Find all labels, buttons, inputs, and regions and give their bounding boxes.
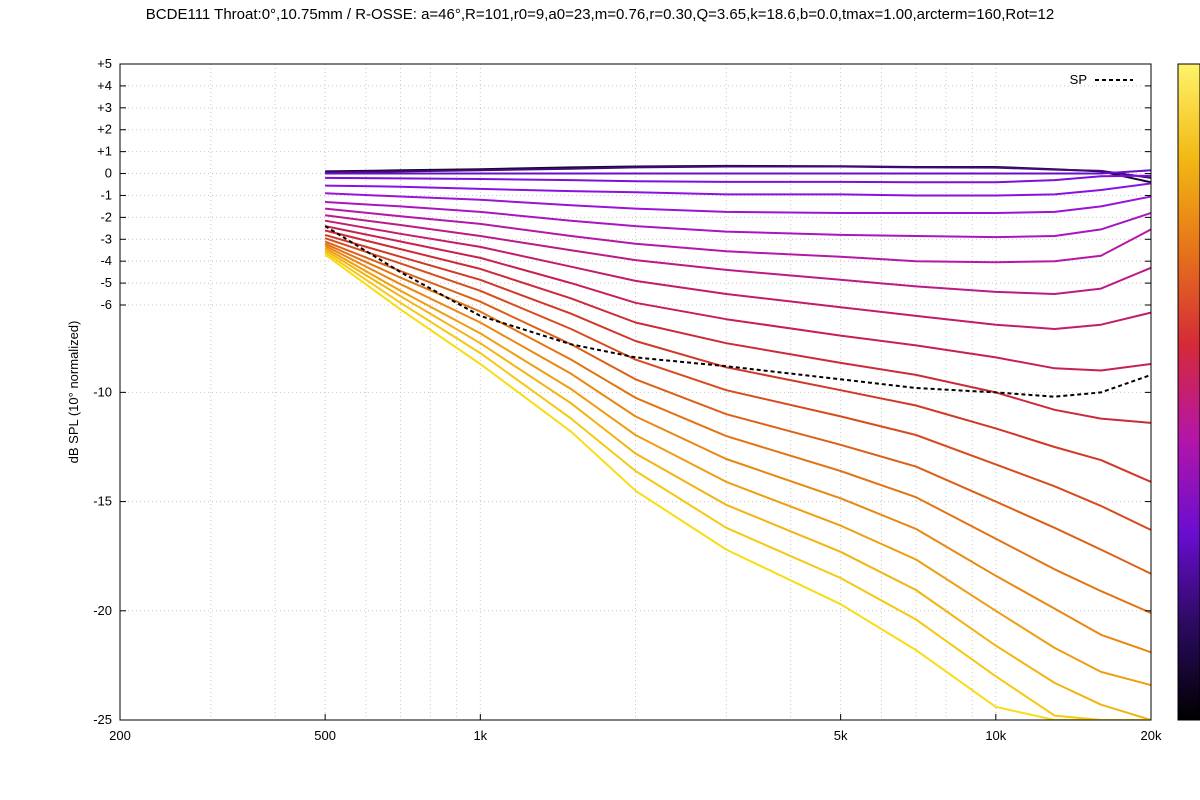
y-tick-label: +4 — [97, 78, 112, 93]
series-line-18 — [324, 247, 1151, 687]
x-tick-label: 500 — [314, 728, 336, 743]
y-tick-label: -20 — [93, 603, 112, 618]
y-tick-label: -4 — [100, 253, 112, 268]
legend: SP — [1070, 72, 1133, 87]
y-axis-label: dB SPL (10° normalized) — [66, 321, 81, 464]
y-tick-label: -2 — [100, 209, 112, 224]
series-line-16 — [324, 242, 1151, 614]
series-line-13 — [324, 233, 1151, 483]
series-line-21 — [324, 253, 1151, 720]
x-tick-label: 1k — [473, 728, 487, 743]
y-tick-label: -1 — [100, 187, 112, 202]
series-line-7 — [325, 201, 1151, 239]
y-tick-label: -5 — [100, 275, 112, 290]
y-tick-label: -25 — [93, 712, 112, 727]
y-tick-label: +2 — [97, 122, 112, 137]
series-line-20 — [324, 251, 1151, 720]
chart-title: BCDE111 Throat:0°,10.75mm / R-OSSE: a=46… — [145, 6, 1055, 23]
legend-label: SP — [1070, 72, 1087, 87]
series-line-10 — [324, 219, 1151, 330]
series-line-3 — [325, 169, 1151, 175]
series-line-14 — [324, 237, 1151, 531]
y-tick-label: +1 — [97, 144, 112, 159]
x-tick-label: 200 — [109, 728, 131, 743]
x-tick-label: 10k — [985, 728, 1006, 743]
series-line-6 — [325, 192, 1151, 214]
series-line-17 — [324, 244, 1151, 654]
series-line-2 — [325, 165, 1151, 179]
series-line-19 — [324, 249, 1151, 720]
y-tick-label: -15 — [93, 494, 112, 509]
series-line-15 — [324, 240, 1151, 575]
y-tick-label: -3 — [100, 231, 112, 246]
series-line-5 — [325, 182, 1151, 197]
series-line-11 — [324, 225, 1151, 372]
y-tick-label: -6 — [100, 297, 112, 312]
series-group — [324, 164, 1151, 720]
series-line-8 — [324, 207, 1151, 264]
y-tick-label: +3 — [97, 100, 112, 115]
y-tick-label: 0 — [105, 166, 112, 181]
y-tick-label: -10 — [93, 384, 112, 399]
series-line-12 — [324, 229, 1151, 424]
y-tick-label: +5 — [97, 56, 112, 71]
series-line-4 — [325, 174, 1151, 184]
colorbar — [1177, 63, 1200, 721]
series-line-sp — [324, 225, 1151, 398]
x-tick-label: 5k — [834, 728, 848, 743]
series-line-9 — [324, 214, 1151, 295]
x-tick-label: 20k — [1141, 728, 1162, 743]
grid — [120, 64, 1151, 720]
